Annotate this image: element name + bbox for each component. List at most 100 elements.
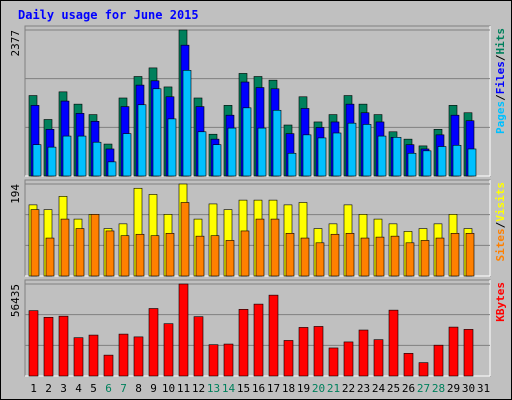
- legend-entry: Files: [494, 61, 507, 94]
- y-max-label: 2377: [9, 30, 22, 57]
- x-tick-label: 11: [177, 382, 190, 395]
- x-tick-label: 4: [75, 382, 82, 395]
- bar-kbytes: [178, 283, 189, 377]
- bar-pages: [152, 88, 162, 177]
- x-tick-label: 24: [372, 382, 386, 395]
- bar-sites: [210, 235, 220, 277]
- x-tick-label: 22: [342, 382, 355, 395]
- y-max-label: 194: [9, 184, 22, 204]
- bar-sites: [240, 230, 250, 277]
- x-tick-label: 30: [462, 382, 475, 395]
- x-tick-label: 5: [90, 382, 97, 395]
- bar-kbytes: [403, 353, 414, 377]
- legend-entry: /: [494, 54, 507, 61]
- x-tick-label: 21: [327, 382, 340, 395]
- bar-pages: [467, 148, 477, 177]
- x-tick-label: 31: [477, 382, 490, 395]
- series-sites: [30, 202, 475, 277]
- bar-kbytes: [148, 308, 159, 377]
- legend-entry: Sites: [494, 228, 507, 261]
- legend-entry: KBytes: [494, 282, 507, 322]
- bar-kbytes: [208, 344, 219, 377]
- bar-pages: [137, 104, 147, 177]
- bar-pages: [47, 146, 57, 177]
- x-tick-label: 1: [30, 382, 37, 395]
- x-tick-label: 3: [60, 382, 67, 395]
- bar-sites: [465, 233, 475, 277]
- bar-pages: [62, 135, 72, 177]
- bar-pages: [227, 127, 237, 177]
- bar-sites: [135, 233, 145, 277]
- bar-pages: [212, 144, 222, 177]
- x-tick-label: 6: [105, 382, 112, 395]
- bar-pages: [197, 131, 207, 177]
- bar-kbytes: [73, 337, 84, 377]
- bar-sites: [390, 235, 400, 277]
- bar-kbytes: [358, 329, 369, 377]
- bar-sites: [45, 237, 55, 277]
- bar-kbytes: [253, 303, 264, 377]
- bar-pages: [332, 132, 342, 177]
- bar-sites: [345, 233, 355, 277]
- bar-kbytes: [58, 315, 69, 377]
- bar-sites: [360, 237, 370, 277]
- bar-pages: [287, 152, 297, 177]
- bar-sites: [195, 235, 205, 277]
- bar-sites: [300, 237, 310, 277]
- visits-panel: 194 Sites/Visits: [9, 179, 507, 277]
- bar-kbytes: [193, 316, 204, 377]
- bar-sites: [420, 240, 430, 277]
- x-tick-label: 12: [192, 382, 205, 395]
- bar-pages: [362, 124, 372, 177]
- x-tick-label: 2: [45, 382, 52, 395]
- x-tick-label: 16: [252, 382, 265, 395]
- panel-legend: KBytes: [494, 282, 507, 322]
- x-tick-label: 20: [312, 382, 325, 395]
- bar-pages: [272, 109, 282, 177]
- y-max-label: 56435: [9, 284, 22, 317]
- bar-sites: [225, 240, 235, 277]
- bar-kbytes: [328, 347, 339, 377]
- x-tick-label: 7: [120, 382, 127, 395]
- bar-pages: [257, 127, 267, 177]
- bar-sites: [375, 236, 385, 277]
- chart-title: Daily usage for June 2015: [18, 8, 199, 22]
- bar-kbytes: [133, 336, 144, 377]
- bar-sites: [90, 214, 100, 277]
- series-pages: [32, 70, 477, 177]
- bar-sites: [120, 235, 130, 277]
- x-tick-label: 26: [402, 382, 415, 395]
- x-tick-label: 19: [297, 382, 310, 395]
- bar-kbytes: [463, 329, 474, 377]
- legend-entry: Hits: [494, 28, 507, 55]
- bar-pages: [122, 133, 132, 177]
- x-tick-label: 25: [387, 382, 400, 395]
- bar-kbytes: [433, 344, 444, 377]
- bar-kbytes: [448, 326, 459, 377]
- bar-pages: [422, 150, 432, 177]
- x-tick-label: 27: [417, 382, 430, 395]
- bar-kbytes: [223, 343, 234, 377]
- bar-kbytes: [418, 362, 429, 377]
- legend-entry: /: [494, 221, 507, 228]
- x-tick-label: 15: [237, 382, 250, 395]
- kbytes-panel: 56435 KBytes: [9, 279, 507, 377]
- x-tick-label: 18: [282, 382, 295, 395]
- bar-sites: [450, 233, 460, 277]
- bar-sites: [435, 237, 445, 277]
- bar-kbytes: [103, 354, 114, 377]
- x-tick-label: 17: [267, 382, 280, 395]
- bar-pages: [302, 134, 312, 177]
- series-kbytes: [28, 283, 474, 377]
- bar-sites: [165, 233, 175, 277]
- bar-kbytes: [268, 294, 279, 377]
- legend-entry: Visits: [494, 182, 507, 222]
- bar-sites: [285, 233, 295, 277]
- x-tick-label: 9: [150, 382, 157, 395]
- bar-pages: [317, 137, 327, 177]
- bar-pages: [407, 152, 417, 177]
- bar-sites: [180, 202, 190, 277]
- bar-kbytes: [118, 333, 129, 377]
